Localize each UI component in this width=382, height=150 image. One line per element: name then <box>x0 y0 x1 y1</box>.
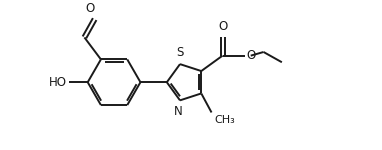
Text: O: O <box>246 49 256 62</box>
Text: HO: HO <box>49 76 66 89</box>
Text: O: O <box>218 20 227 33</box>
Text: O: O <box>86 2 95 15</box>
Text: N: N <box>174 105 183 118</box>
Text: CH₃: CH₃ <box>214 115 235 125</box>
Text: S: S <box>176 46 184 59</box>
